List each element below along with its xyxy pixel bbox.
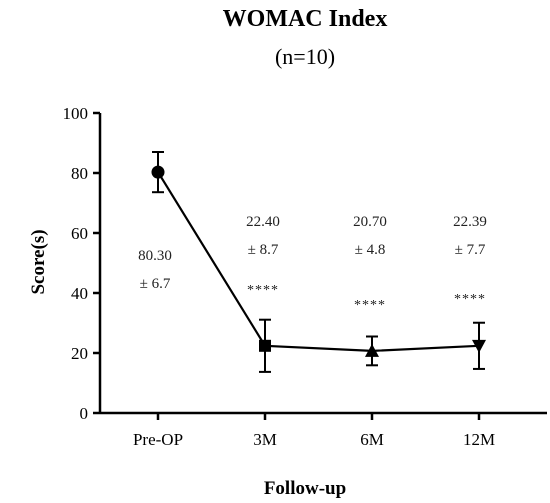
mean-label: 22.39 [453, 214, 487, 230]
sd-label: ± 8.7 [248, 242, 279, 258]
x-axis-title: Follow-up [264, 478, 346, 499]
sd-label: ± 7.7 [455, 242, 486, 258]
sd-label: ± 6.7 [140, 276, 171, 292]
significance-label: **** [354, 298, 386, 313]
y-tick-label: 80 [71, 164, 88, 183]
y-tick-label: 100 [63, 104, 89, 123]
mean-label: 80.30 [138, 248, 172, 264]
data-point-triangle-down [472, 339, 486, 353]
x-tick-label: Pre-OP [133, 430, 183, 449]
data-point-triangle-up [365, 343, 379, 357]
sd-label: ± 4.8 [355, 242, 386, 258]
chart-title: WOMAC Index [223, 6, 388, 32]
mean-label: 20.70 [353, 214, 387, 230]
series-line [157, 171, 480, 353]
y-tick-label: 0 [80, 404, 89, 423]
chart-subtitle: (n=10) [275, 44, 335, 69]
x-tick-label: 3M [253, 430, 277, 449]
y-tick-label: 40 [71, 284, 88, 303]
y-tick-label: 20 [71, 344, 88, 363]
x-tick-label: 6M [360, 430, 384, 449]
x-tick-label: 12M [463, 430, 495, 449]
data-point-square [259, 339, 271, 352]
data-point-circle [151, 165, 165, 179]
plot-area: 0 20 40 60 80 100 Pre-OP 3M 6M 12M 80.30 ± 6.7 22.40… [63, 104, 547, 449]
significance-label: **** [454, 292, 486, 307]
y-axis-title: Score(s) [28, 229, 49, 294]
mean-label: 22.40 [246, 214, 280, 230]
y-tick-label: 60 [71, 224, 88, 243]
significance-label: **** [247, 283, 279, 298]
